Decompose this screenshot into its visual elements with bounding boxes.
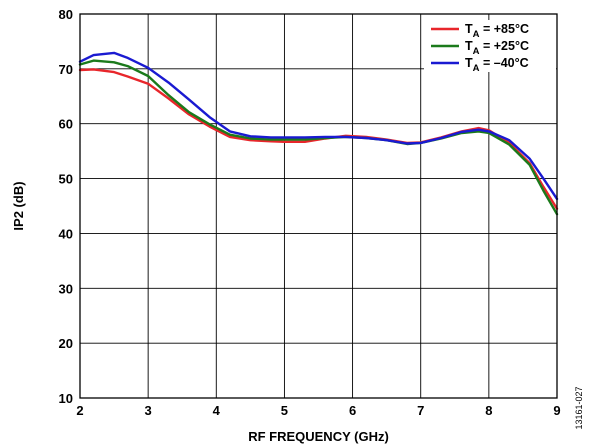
y-tick-label: 50: [59, 172, 73, 187]
x-tick-label: 2: [76, 403, 83, 418]
tick-labels: 2 3 4 5 6 7 8 9 10 20 30 40 50 60 70 80: [59, 7, 561, 418]
x-tick-label: 5: [281, 403, 288, 418]
y-tick-label: 80: [59, 7, 73, 22]
series-line-3: [78, 51, 559, 201]
figure-id: 13161-027: [574, 386, 584, 429]
plot-frame: [79, 13, 558, 399]
series-lines: [78, 51, 559, 216]
y-tick-label: 60: [59, 117, 73, 132]
legend-label-1: TA = +85°C: [465, 22, 529, 40]
y-axis-label: IP2 (dB): [11, 181, 26, 230]
x-tick-label: 3: [145, 403, 152, 418]
legend-label-3: TA = –40°C: [465, 56, 529, 74]
y-tick-label: 10: [59, 391, 73, 406]
x-axis-label: RF FREQUENCY (GHz): [248, 429, 389, 444]
y-tick-label: 30: [59, 281, 73, 296]
x-tick-label: 8: [485, 403, 492, 418]
grid-lines: [79, 13, 558, 399]
x-tick-label: 4: [213, 403, 221, 418]
y-tick-label: 20: [59, 336, 73, 351]
x-tick-label: 9: [553, 403, 560, 418]
legend-label-2: TA = +25°C: [465, 39, 529, 57]
x-tick-label: 6: [349, 403, 356, 418]
x-tick-label: 7: [417, 403, 424, 418]
y-tick-label: 40: [59, 226, 73, 241]
y-tick-label: 70: [59, 62, 73, 77]
legend: TA = +85°CTA = +25°CTA = –40°C: [424, 20, 556, 74]
